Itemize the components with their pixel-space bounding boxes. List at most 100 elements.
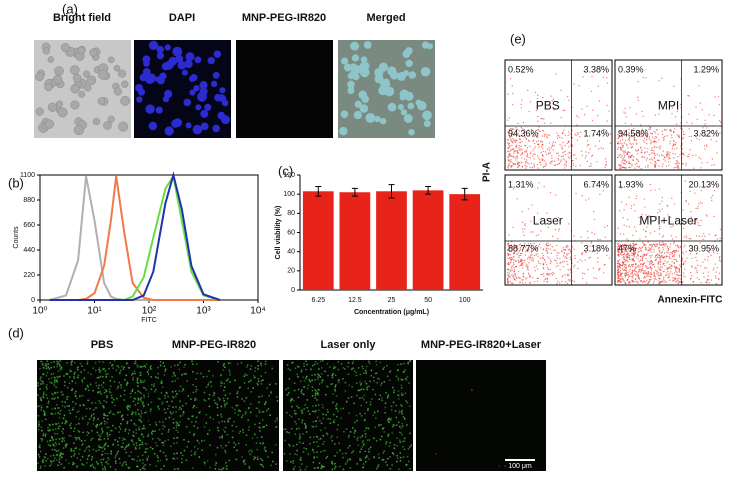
cell xyxy=(217,429,220,432)
cell xyxy=(339,465,341,468)
cell xyxy=(361,365,364,368)
event xyxy=(658,250,661,252)
event xyxy=(705,267,708,269)
event xyxy=(508,247,510,250)
cell xyxy=(75,423,78,426)
event xyxy=(631,258,634,260)
event xyxy=(627,247,629,250)
cell xyxy=(249,449,251,452)
cell xyxy=(155,465,158,467)
event xyxy=(696,271,698,274)
event xyxy=(640,132,642,134)
event xyxy=(526,266,528,268)
cell xyxy=(407,361,409,364)
event xyxy=(598,100,601,102)
event xyxy=(529,275,532,277)
cell xyxy=(398,425,401,428)
cell xyxy=(340,417,342,419)
event xyxy=(514,269,516,271)
cell xyxy=(224,406,226,408)
cell xyxy=(365,371,367,373)
event xyxy=(632,258,635,260)
cell xyxy=(128,455,131,457)
event xyxy=(644,244,646,246)
event xyxy=(653,248,655,251)
cell xyxy=(286,411,288,414)
cell xyxy=(54,441,57,444)
cell xyxy=(127,405,130,408)
cell xyxy=(56,365,58,368)
event xyxy=(658,249,660,251)
cell xyxy=(342,367,344,369)
cell xyxy=(171,400,173,403)
event xyxy=(511,282,513,285)
event xyxy=(556,262,558,264)
cell xyxy=(141,428,143,430)
cell xyxy=(364,412,366,415)
event xyxy=(675,166,677,169)
event xyxy=(556,152,558,154)
event xyxy=(642,270,644,272)
event xyxy=(548,149,550,151)
event xyxy=(718,259,721,261)
sample-name: PBS xyxy=(536,98,560,112)
cell xyxy=(316,436,319,438)
cell xyxy=(312,420,315,423)
cell xyxy=(368,458,370,460)
cell xyxy=(264,363,267,365)
cell xyxy=(146,458,148,460)
event xyxy=(634,252,636,254)
cell xyxy=(248,467,250,470)
cell xyxy=(362,463,365,465)
cell xyxy=(98,449,100,451)
cell xyxy=(103,414,105,417)
cell xyxy=(185,52,195,62)
cell xyxy=(103,420,106,423)
event xyxy=(695,267,697,270)
event xyxy=(641,267,644,270)
cell xyxy=(360,404,362,407)
event xyxy=(512,252,515,254)
event xyxy=(635,275,637,277)
event xyxy=(643,253,645,256)
event xyxy=(658,268,660,270)
event xyxy=(589,148,591,150)
cell xyxy=(59,454,62,457)
event xyxy=(531,167,534,169)
event xyxy=(549,244,551,246)
event xyxy=(636,153,639,155)
event xyxy=(653,263,655,266)
cell xyxy=(151,384,153,386)
cell xyxy=(163,465,165,467)
event xyxy=(540,100,542,102)
event xyxy=(715,277,717,279)
event xyxy=(576,115,578,117)
cell xyxy=(140,381,142,384)
event xyxy=(698,278,700,281)
event xyxy=(523,132,526,134)
cell xyxy=(103,437,106,440)
cell xyxy=(172,371,175,374)
cell xyxy=(397,377,399,379)
event xyxy=(585,199,587,201)
cell xyxy=(262,411,265,413)
event xyxy=(541,155,543,157)
cell xyxy=(156,455,159,457)
cell xyxy=(341,452,344,455)
cell xyxy=(126,421,129,423)
cell xyxy=(344,463,347,465)
event xyxy=(511,274,513,276)
cell xyxy=(326,363,328,365)
event xyxy=(557,216,559,218)
event xyxy=(514,279,517,281)
event xyxy=(648,279,651,281)
cell xyxy=(361,434,364,437)
cell xyxy=(37,414,40,417)
event xyxy=(691,266,693,268)
cell xyxy=(149,367,151,369)
event xyxy=(621,265,623,267)
cell xyxy=(138,428,140,431)
cell xyxy=(121,80,129,88)
event xyxy=(696,247,698,250)
event xyxy=(621,149,623,151)
